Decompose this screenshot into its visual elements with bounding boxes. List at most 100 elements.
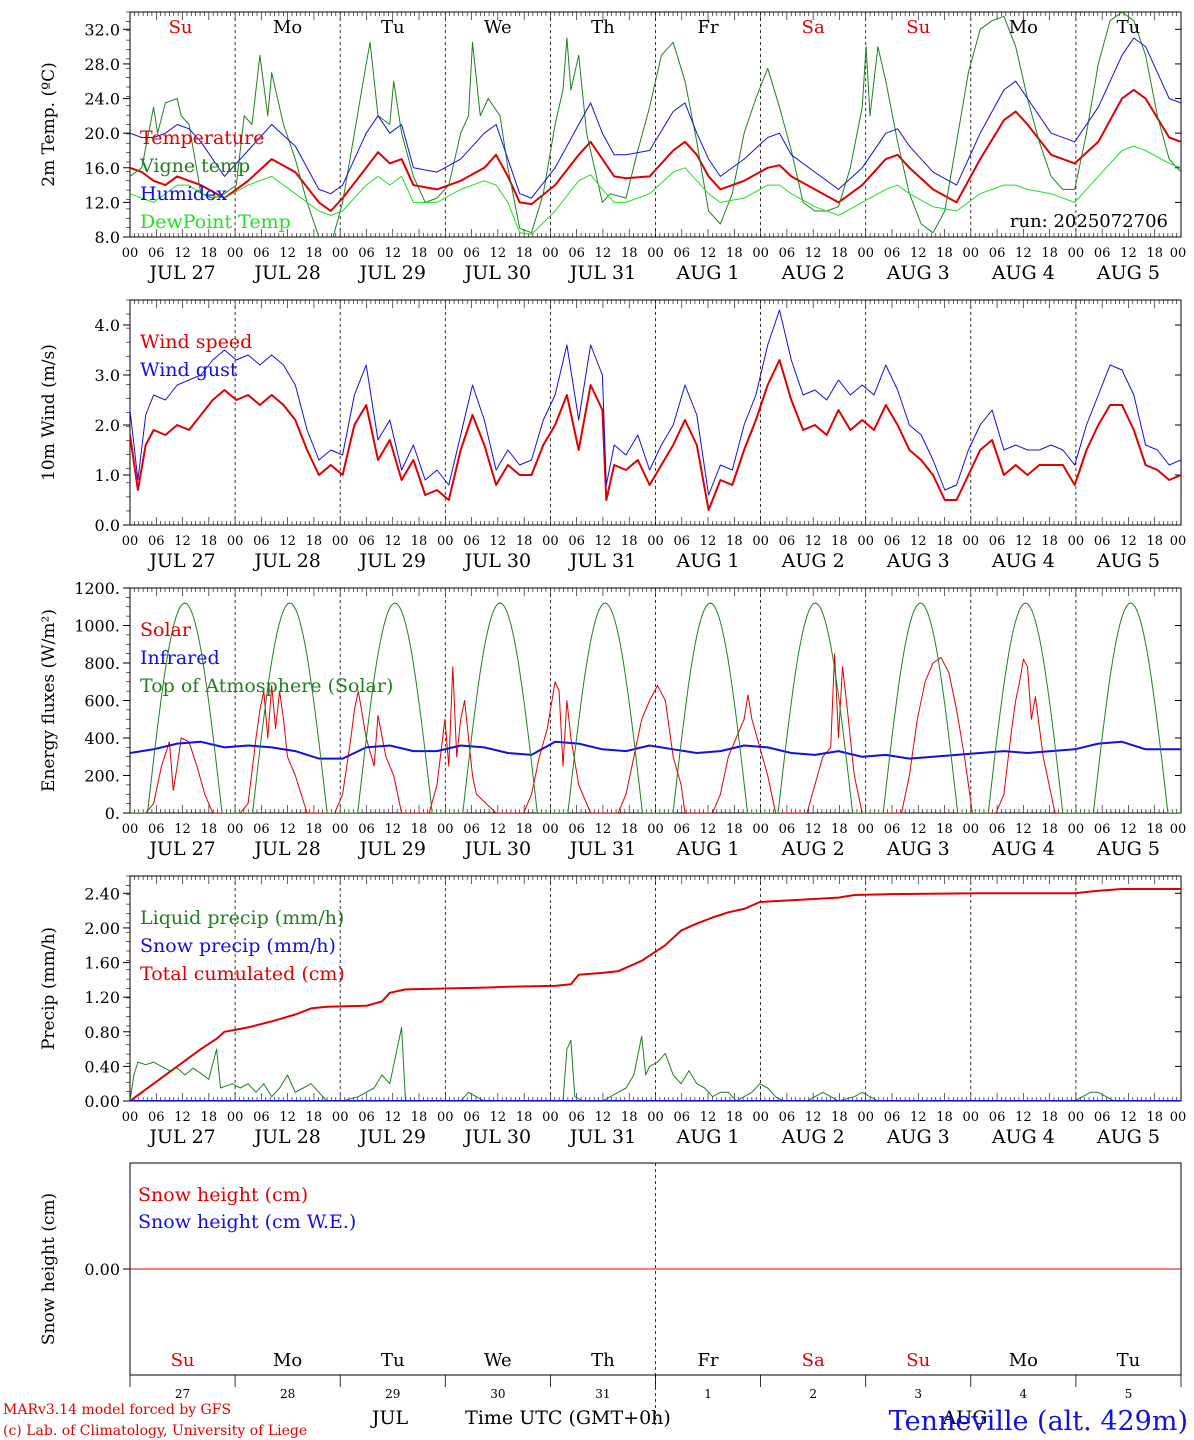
hour-tick-label: 00 [752,246,769,261]
legend-entry: Infrared [140,647,220,669]
day-label: AUG 5 [1096,1126,1160,1148]
legend-entry: Vigne temp [139,155,250,177]
legend-entry: Temperature [140,127,264,149]
hour-tick-label: 06 [148,1110,165,1125]
hour-tick-label: 18 [306,246,323,261]
hour-tick-label: 00 [122,1110,139,1125]
hour-tick-label: 06 [358,1110,375,1125]
day-label: AUG 4 [991,262,1055,284]
hour-tick-label: 00 [963,534,980,549]
hour-tick-label: 00 [332,534,349,549]
hour-tick-label: 18 [936,822,953,837]
credit-line: (c) Lab. of Climatology, University of L… [3,1423,307,1439]
hour-tick-label: 00 [647,1110,664,1125]
day-number: 4 [1020,1387,1028,1401]
hour-tick-label: 06 [1094,1110,1111,1125]
hour-tick-label: 18 [621,1110,638,1125]
hour-tick-label: 06 [253,1110,270,1125]
hour-tick-label: 12 [910,1110,927,1125]
y-tick-label: 0.00 [84,1260,120,1279]
y-tick-label: 12.0 [84,193,120,212]
weekday-label: Tu [1117,17,1141,38]
plot-frame [129,587,1182,814]
hour-tick-label: 06 [253,534,270,549]
hour-tick-label: 12 [279,822,296,837]
legend-entry: Top of Atmosphere (Solar) [140,675,393,697]
hour-tick-label: 12 [174,1110,191,1125]
day-label: JUL 30 [463,1126,531,1148]
day-number: 30 [490,1387,505,1401]
weekday-label: Fr [698,17,719,38]
day-label: JUL 27 [147,838,215,860]
day-number: 3 [914,1387,922,1401]
hour-tick-label: 12 [595,822,612,837]
series-total-cumulated-cm [130,888,1181,1101]
weekday-label: Tu [381,1350,405,1371]
hour-tick-label: 00 [437,534,454,549]
day-label: JUL 29 [358,262,426,284]
hour-tick-label: 00 [857,822,874,837]
y-tick-label: 1000. [74,617,120,636]
hour-tick-label: 18 [201,534,218,549]
hour-tick-label: 00 [332,246,349,261]
hour-tick-label: 12 [384,246,401,261]
day-label: JUL 31 [568,262,636,284]
hour-tick-label: 18 [516,1110,533,1125]
y-axis-label: 10m Wind (m/s) [39,344,59,481]
hour-tick-label: 12 [1015,1110,1032,1125]
y-tick-label: 800. [84,654,120,673]
hour-tick-label: 00 [437,822,454,837]
hour-tick-label: 18 [831,246,848,261]
day-number: 31 [595,1387,610,1401]
hour-tick-label: 18 [306,822,323,837]
day-label: JUL 30 [463,550,531,572]
y-tick-label: 0.80 [84,1023,120,1042]
hour-tick-label: 18 [621,822,638,837]
hour-tick-label: 06 [1094,822,1111,837]
hour-tick-label: 12 [700,534,717,549]
hour-tick-label: 00 [542,1110,559,1125]
day-label: AUG 5 [1096,550,1160,572]
series-top-of-atmosphere-solar [130,602,1181,813]
hour-tick-label: 18 [831,534,848,549]
legend-entry: Snow height (cm) [138,1184,308,1206]
hour-tick-label: 18 [936,246,953,261]
hour-tick-label: 06 [568,534,585,549]
y-tick-label: 1200. [74,579,120,598]
weekday-label: Tu [1117,1350,1141,1371]
footer: JUL AUG Time UTC (GMT+0h) MARv3.14 model fo… [3,1402,1188,1439]
weekday-label: We [484,1350,512,1371]
hour-tick-label: 18 [1146,822,1163,837]
hour-tick-label: 12 [174,534,191,549]
hour-tick-label: 12 [1120,822,1137,837]
hour-tick-label: 18 [1146,246,1163,261]
hour-tick-label: 12 [279,246,296,261]
hour-tick-label: 18 [306,534,323,549]
hour-tick-label: 00 [752,822,769,837]
hour-tick-label: 06 [148,534,165,549]
hour-tick-label: 18 [1041,534,1058,549]
hour-tick-label: 18 [516,822,533,837]
series-temperature [130,88,1181,212]
hour-tick-label: 18 [1146,1110,1163,1125]
hour-tick-label: 00 [122,822,139,837]
hour-tick-label: 18 [831,822,848,837]
hour-tick-label: 06 [884,534,901,549]
day-label: AUG 2 [781,262,845,284]
hour-tick-label: 12 [595,246,612,261]
hour-tick-label: 12 [490,246,507,261]
weekday-label: Sa [802,17,825,38]
y-tick-label: 0.0 [95,516,120,535]
hour-tick-label: 06 [463,534,480,549]
hour-tick-label: 06 [884,246,901,261]
hour-tick-label: 12 [595,1110,612,1125]
hour-tick-label: 12 [279,1110,296,1125]
hour-tick-label: 12 [384,1110,401,1125]
weekday-label: Su [906,1350,930,1371]
hour-tick-label: 12 [1015,534,1032,549]
hour-tick-label: 12 [1120,534,1137,549]
day-label: AUG 3 [886,838,950,860]
hour-tick-label: 12 [1120,246,1137,261]
hour-tick-label: 06 [674,534,691,549]
